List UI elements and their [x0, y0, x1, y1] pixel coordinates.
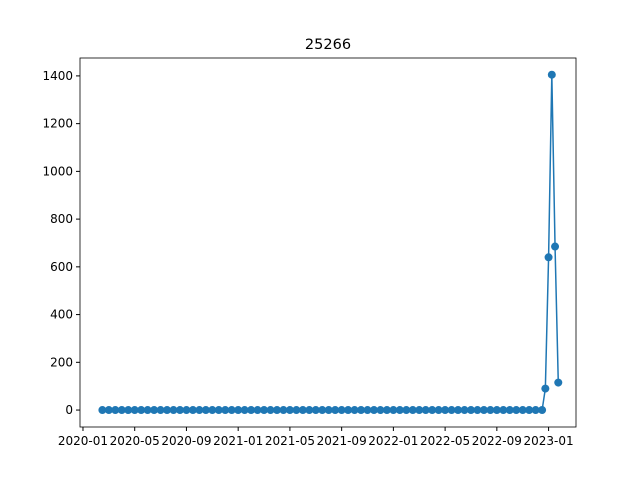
data-point	[124, 406, 133, 415]
data-point	[454, 406, 463, 415]
x-tick-label: 2022-09	[472, 434, 522, 448]
data-point	[389, 406, 398, 415]
data-point	[395, 406, 404, 415]
data-point	[344, 406, 353, 415]
data-point	[285, 406, 294, 415]
data-point	[518, 406, 527, 415]
x-tick-label: 2021-05	[265, 434, 315, 448]
x-tick-label: 2021-09	[317, 434, 367, 448]
data-point	[479, 406, 488, 415]
data-point	[214, 406, 223, 415]
data-point	[525, 406, 534, 415]
data-point	[247, 406, 256, 415]
y-tick-label: 400	[50, 308, 73, 322]
data-point	[337, 406, 346, 415]
data-point	[473, 406, 482, 415]
data-point	[538, 406, 547, 415]
data-point	[298, 406, 307, 415]
data-point	[434, 406, 443, 415]
data-point	[402, 406, 411, 415]
x-tick-label: 2022-01	[368, 434, 418, 448]
data-point	[408, 406, 417, 415]
y-tick-label: 800	[50, 212, 73, 226]
data-point	[272, 406, 281, 415]
data-point	[266, 406, 275, 415]
data-point	[117, 406, 126, 415]
data-point	[415, 406, 424, 415]
y-tick-label: 200	[50, 355, 73, 369]
data-point	[318, 406, 327, 415]
data-point	[137, 406, 146, 415]
data-point	[551, 242, 560, 251]
data-point	[279, 406, 288, 415]
x-tick-label: 2022-05	[420, 434, 470, 448]
data-point	[512, 406, 521, 415]
data-point	[357, 406, 366, 415]
data-point	[499, 406, 508, 415]
series-line	[102, 74, 560, 411]
data-point	[98, 406, 107, 415]
data-point	[531, 406, 540, 415]
data-point	[111, 406, 120, 415]
data-point	[382, 406, 391, 415]
data-point	[150, 406, 159, 415]
data-point	[234, 406, 243, 415]
x-tick-label: 2020-05	[110, 434, 160, 448]
data-point	[188, 406, 197, 415]
data-point	[350, 406, 359, 415]
data-point	[163, 406, 172, 415]
data-point	[182, 406, 191, 415]
data-point	[441, 406, 450, 415]
data-point	[466, 406, 475, 415]
data-point	[492, 406, 501, 415]
y-tick-label: 1000	[42, 164, 73, 178]
data-point	[305, 406, 314, 415]
data-point	[554, 378, 563, 387]
data-point	[311, 406, 320, 415]
data-point	[156, 406, 165, 415]
data-point	[547, 70, 556, 79]
data-point	[253, 406, 262, 415]
data-point	[240, 406, 249, 415]
data-point	[447, 406, 456, 415]
data-point	[376, 406, 385, 415]
data-point	[428, 406, 437, 415]
data-point	[227, 406, 236, 415]
data-point	[143, 406, 152, 415]
x-tick-label: 2021-01	[213, 434, 263, 448]
data-point	[201, 406, 210, 415]
data-point	[104, 406, 113, 415]
data-point	[486, 406, 495, 415]
x-tick-label: 2020-09	[161, 434, 211, 448]
data-point	[363, 406, 372, 415]
y-tick-label: 0	[65, 403, 73, 417]
plot-frame	[79, 57, 577, 428]
data-point	[324, 406, 333, 415]
data-point	[221, 406, 230, 415]
data-point	[175, 406, 184, 415]
data-point	[369, 406, 378, 415]
data-point	[169, 406, 178, 415]
y-tick-label: 1200	[42, 117, 73, 131]
data-point	[130, 406, 139, 415]
data-point	[331, 406, 340, 415]
data-point	[421, 406, 430, 415]
y-tick-label: 600	[50, 260, 73, 274]
x-tick-label: 2023-01	[524, 434, 574, 448]
data-point	[195, 406, 204, 415]
chart-title: 25266	[305, 37, 351, 53]
data-point	[292, 406, 301, 415]
data-point	[505, 406, 514, 415]
data-point	[541, 384, 550, 393]
data-point	[544, 253, 553, 262]
x-tick-label: 2020-01	[58, 434, 108, 448]
data-point	[260, 406, 269, 415]
y-tick-label: 1400	[42, 69, 73, 83]
data-point	[460, 406, 469, 415]
data-point	[208, 406, 217, 415]
